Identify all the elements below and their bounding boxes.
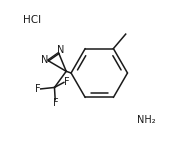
Text: F: F [35,84,40,94]
Text: HCl: HCl [23,15,41,25]
Text: N: N [57,45,64,55]
Text: NH₂: NH₂ [137,115,156,125]
Text: F: F [53,98,58,108]
Text: F: F [64,77,70,87]
Text: N: N [41,55,48,65]
